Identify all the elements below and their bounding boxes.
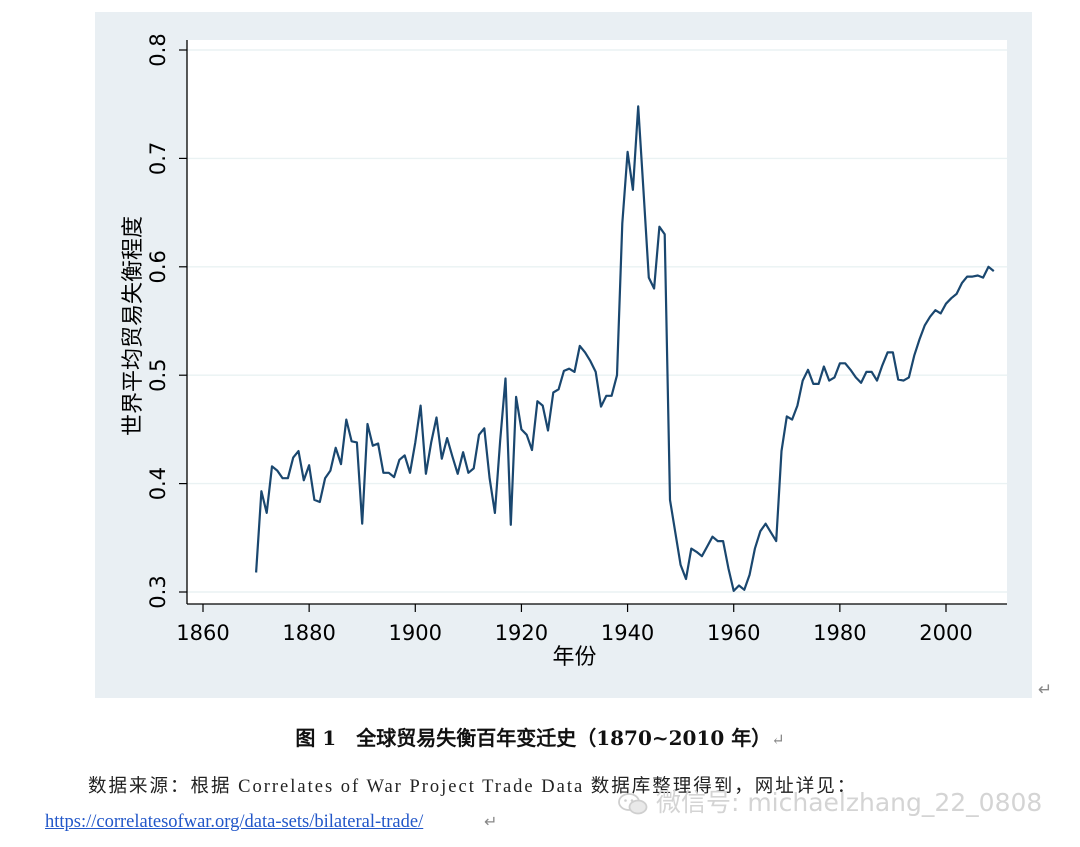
- x-axis-title: 年份: [552, 645, 596, 670]
- x-tick-label: 1960: [707, 621, 760, 645]
- caption-return-mark: ↵: [771, 730, 785, 749]
- figure-caption: 图 1 全球贸易失衡百年变迁史（1870~2010 年）↵: [0, 722, 1080, 751]
- x-tick-label: 1860: [176, 621, 229, 645]
- chart-figure: 0.3 0.4 0.5 0.6 0.7 0.8 1860 1880 1900 1920 1940 19…: [95, 12, 1032, 698]
- source-text: 数据来源：根据 Correlates of War Project Trade …: [88, 777, 858, 797]
- y-tick-label: 0.8: [146, 33, 170, 66]
- watermark: 微信号: michaelzhang_22_0808: [618, 783, 1042, 819]
- y-tick-label: 0.5: [146, 358, 170, 391]
- series-line: [255, 105, 995, 593]
- link-return-mark: ↵: [484, 812, 498, 831]
- x-tick-label: 2000: [919, 621, 972, 645]
- x-tick-label: 1880: [282, 621, 335, 645]
- caption-text: 图 1 全球贸易失衡百年变迁史（1870~2010 年）: [295, 726, 772, 750]
- y-tick-label: 0.7: [146, 142, 170, 175]
- y-tick-label: 0.6: [146, 250, 170, 283]
- y-tick-label: 0.3: [146, 575, 170, 608]
- x-tick-label: 1900: [389, 621, 442, 645]
- plot-area: [187, 40, 1007, 604]
- y-tick-label: 0.4: [146, 467, 170, 500]
- x-tick-label: 1940: [601, 621, 654, 645]
- watermark-text: 微信号: michaelzhang_22_0808: [655, 788, 1043, 817]
- line-chart: 0.3 0.4 0.5 0.6 0.7 0.8 1860 1880 1900 1920 1940 19…: [121, 33, 1007, 670]
- x-tick-label: 1980: [813, 621, 866, 645]
- y-axis-title: 世界平均贸易失衡程度: [121, 216, 146, 436]
- figure-return-mark: ↵: [1038, 680, 1053, 700]
- x-tick-label: 1920: [495, 621, 548, 645]
- wechat-icon: [618, 793, 648, 815]
- source-url-link[interactable]: https://correlatesofwar.org/data-sets/bi…: [45, 812, 424, 832]
